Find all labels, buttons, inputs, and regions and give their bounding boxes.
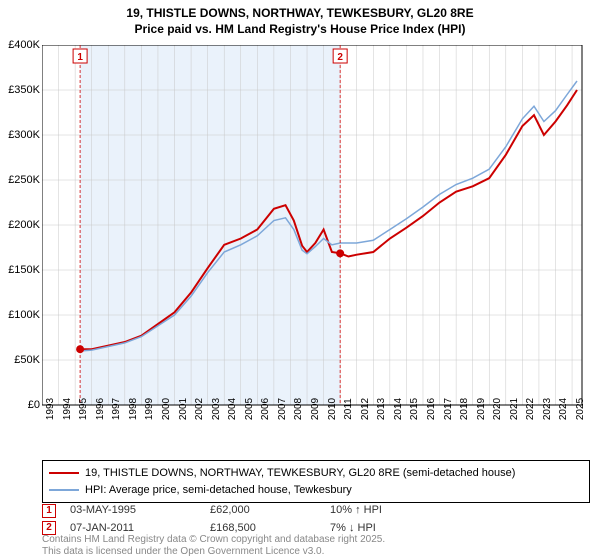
x-tick-label: 1996 (95, 398, 106, 420)
legend-swatch-property (49, 472, 79, 474)
sale-marker-1: 1 (42, 504, 56, 518)
x-tick-label: 2006 (260, 398, 271, 420)
x-tick-label: 2010 (327, 398, 338, 420)
x-tick-label: 2005 (244, 398, 255, 420)
sales-table: 1 03-MAY-1995 £62,000 10% ↑ HPI 2 07-JAN… (42, 502, 450, 537)
legend-item-hpi: HPI: Average price, semi-detached house,… (49, 482, 583, 499)
x-tick-label: 2016 (426, 398, 437, 420)
x-tick-label: 2012 (360, 398, 371, 420)
legend: 19, THISTLE DOWNS, NORTHWAY, TEWKESBURY,… (42, 460, 590, 503)
x-tick-label: 1998 (128, 398, 139, 420)
chart-area: 12 (42, 45, 590, 435)
x-tick-label: 2003 (211, 398, 222, 420)
x-tick-label: 1999 (144, 398, 155, 420)
x-tick-label: 2020 (492, 398, 503, 420)
x-tick-label: 2004 (227, 398, 238, 420)
y-tick-label: £0 (2, 399, 40, 411)
x-tick-label: 2022 (525, 398, 536, 420)
y-tick-label: £150K (2, 264, 40, 276)
svg-text:1: 1 (77, 52, 83, 63)
legend-label-property: 19, THISTLE DOWNS, NORTHWAY, TEWKESBURY,… (85, 465, 515, 482)
x-tick-label: 1994 (62, 398, 73, 420)
footer: Contains HM Land Registry data © Crown c… (42, 534, 385, 558)
x-tick-label: 2007 (277, 398, 288, 420)
chart-title-line1: 19, THISTLE DOWNS, NORTHWAY, TEWKESBURY,… (0, 0, 600, 22)
y-tick-label: £200K (2, 219, 40, 231)
x-tick-label: 1993 (45, 398, 56, 420)
x-tick-label: 1997 (111, 398, 122, 420)
chart-title-line2: Price paid vs. HM Land Registry's House … (0, 22, 600, 38)
x-tick-label: 2021 (509, 398, 520, 420)
legend-swatch-hpi (49, 489, 79, 491)
y-tick-label: £400K (2, 39, 40, 51)
sale-hpi-delta: 10% ↑ HPI (330, 502, 450, 520)
x-tick-label: 2011 (343, 398, 354, 420)
legend-item-property: 19, THISTLE DOWNS, NORTHWAY, TEWKESBURY,… (49, 465, 583, 482)
x-tick-label: 2014 (393, 398, 404, 420)
x-tick-label: 2025 (575, 398, 586, 420)
x-tick-label: 1995 (78, 398, 89, 420)
footer-license: This data is licensed under the Open Gov… (42, 546, 385, 558)
x-tick-label: 2008 (293, 398, 304, 420)
footer-copyright: Contains HM Land Registry data © Crown c… (42, 534, 385, 546)
chart-svg: 12 (42, 45, 590, 435)
x-tick-label: 2000 (161, 398, 172, 420)
x-tick-label: 2002 (194, 398, 205, 420)
x-tick-label: 2023 (542, 398, 553, 420)
x-tick-label: 2009 (310, 398, 321, 420)
y-tick-label: £250K (2, 174, 40, 186)
x-tick-label: 2017 (443, 398, 454, 420)
y-tick-label: £350K (2, 84, 40, 96)
svg-text:2: 2 (337, 52, 343, 63)
sale-date: 03-MAY-1995 (70, 502, 210, 520)
x-tick-label: 2015 (409, 398, 420, 420)
y-tick-label: £100K (2, 309, 40, 321)
x-tick-label: 2013 (376, 398, 387, 420)
table-row: 1 03-MAY-1995 £62,000 10% ↑ HPI (42, 502, 450, 520)
y-tick-label: £300K (2, 129, 40, 141)
x-tick-label: 2024 (558, 398, 569, 420)
x-tick-label: 2001 (178, 398, 189, 420)
x-tick-label: 2018 (459, 398, 470, 420)
y-tick-label: £50K (2, 354, 40, 366)
x-tick-label: 2019 (476, 398, 487, 420)
sale-price: £62,000 (210, 502, 330, 520)
legend-label-hpi: HPI: Average price, semi-detached house,… (85, 482, 352, 499)
